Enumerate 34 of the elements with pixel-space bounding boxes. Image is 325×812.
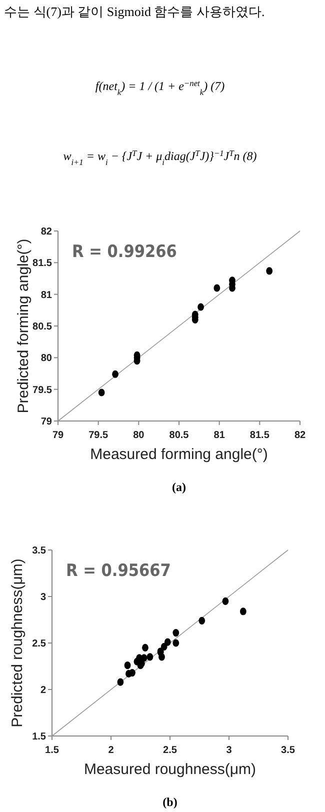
y-tick-label: 2 bbox=[40, 685, 46, 696]
x-tick-label: 3.5 bbox=[281, 745, 296, 756]
x-tick-label: 81.5 bbox=[250, 430, 270, 441]
y-tick-label: 3.5 bbox=[32, 546, 46, 556]
text: (a) bbox=[172, 480, 186, 494]
y-tick-label: 80.5 bbox=[32, 322, 52, 332]
annotation: R = 0.95667 bbox=[66, 561, 171, 581]
y-tick-label: 82 bbox=[40, 226, 52, 238]
annotation: R = 0.99266 bbox=[72, 242, 177, 262]
y-axis-title: Predicted roughness(μm) bbox=[9, 558, 26, 728]
text: 수는 식(7)과 같이 Sigmoid 함수를 사용하였다. bbox=[4, 4, 265, 19]
y-axis-title: Predicted forming angle(°) bbox=[15, 238, 32, 414]
x-tick-label: 79 bbox=[52, 430, 64, 441]
text: w$_{i+1}$ = w$_{i}$ − {J$^{T}$J + μ$_{i}$diag(J$^{T}$J)}$^{−1}$J$^{T}$n (8) bbox=[63, 148, 257, 166]
x-axis-title: Measured roughness(μm) bbox=[84, 761, 256, 778]
x-tick-label: 2.5 bbox=[163, 745, 178, 756]
y-tick-label: 81 bbox=[40, 290, 52, 301]
y-tick-label: 80 bbox=[40, 353, 52, 364]
y-tick-label: 79.5 bbox=[32, 384, 52, 396]
text: (b) bbox=[162, 795, 178, 809]
y-tick-label: 3 bbox=[40, 592, 46, 603]
x-tick-label: 3 bbox=[226, 745, 232, 756]
x-tick-label: 80 bbox=[133, 430, 145, 441]
y-tick-label: 81.5 bbox=[32, 258, 52, 270]
x-tick-label: 2 bbox=[108, 745, 114, 756]
text: f(net$_{k}$) = 1 / (1 + e$^{−net}$$_{k}$) (7) bbox=[95, 78, 225, 96]
x-tick-label: 82 bbox=[294, 430, 306, 441]
x-tick-label: 80.5 bbox=[169, 430, 190, 441]
x-axis-title: Measured forming angle(°) bbox=[90, 446, 268, 463]
x-tick-label: 81 bbox=[214, 430, 226, 441]
y-tick-label: 1.5 bbox=[32, 732, 46, 742]
x-tick-label: 79.5 bbox=[88, 430, 108, 441]
y-tick-label: 2.5 bbox=[32, 638, 46, 650]
y-tick-label: 79 bbox=[40, 416, 52, 428]
